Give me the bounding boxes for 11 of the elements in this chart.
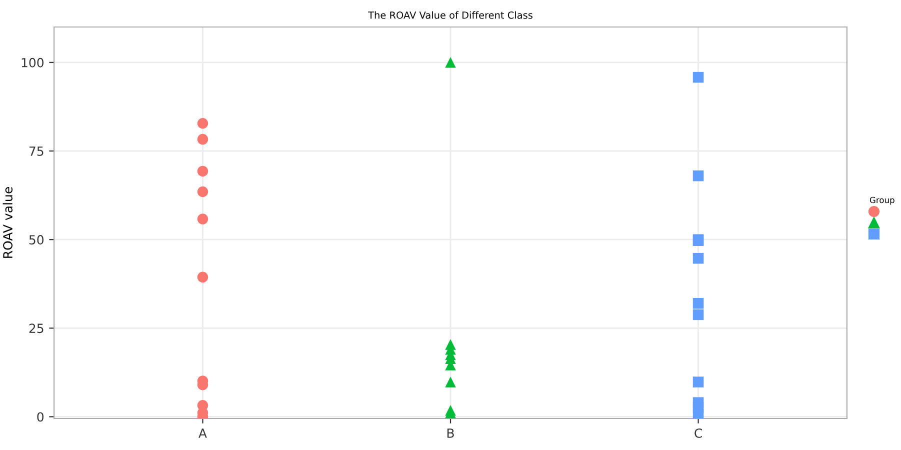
legend-title: Group	[870, 196, 894, 205]
y-tick-label: 75	[29, 146, 44, 156]
y-tick-label: 100	[22, 58, 44, 68]
x-tick-label: A	[198, 428, 207, 438]
y-tick-label: 0	[37, 412, 44, 422]
chart-title: The ROAV Value of Different Class	[368, 11, 532, 19]
x-tick-label: B	[447, 428, 454, 438]
y-axis-title: ROAV value	[2, 187, 12, 258]
x-tick-label: C	[694, 428, 702, 438]
y-tick-label: 25	[29, 324, 44, 334]
y-tick-label: 50	[29, 235, 44, 245]
